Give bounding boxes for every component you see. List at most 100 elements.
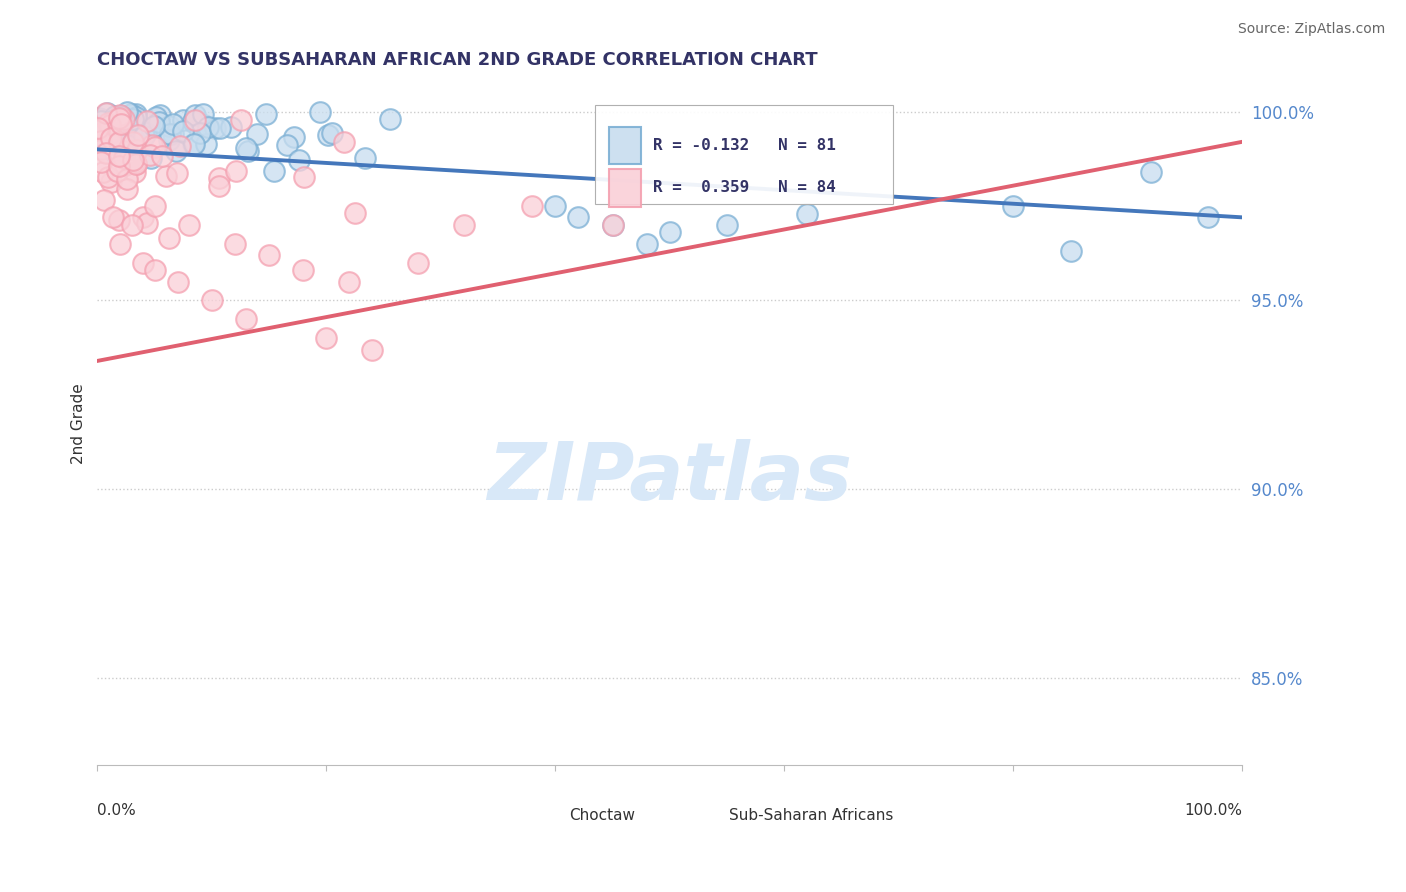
Point bbox=[246, 127, 269, 141]
Text: ZIPatlas: ZIPatlas bbox=[488, 439, 852, 517]
Point bbox=[145, 110, 167, 124]
Point bbox=[159, 127, 181, 141]
Point bbox=[104, 117, 127, 131]
Point bbox=[157, 120, 180, 134]
Point bbox=[87, 121, 110, 136]
Point bbox=[139, 151, 162, 165]
Point bbox=[93, 194, 115, 208]
Point bbox=[103, 112, 125, 127]
Point bbox=[361, 343, 384, 357]
Point bbox=[150, 149, 173, 163]
Point bbox=[134, 128, 156, 143]
Point bbox=[91, 142, 114, 156]
Point bbox=[172, 113, 194, 128]
Point bbox=[94, 145, 117, 160]
Point bbox=[89, 112, 111, 126]
Point bbox=[191, 107, 214, 121]
Point bbox=[121, 218, 143, 232]
Point bbox=[87, 127, 110, 141]
Point bbox=[238, 144, 260, 158]
Point bbox=[118, 131, 141, 145]
Point bbox=[344, 206, 367, 220]
Point bbox=[89, 122, 111, 136]
Point bbox=[658, 226, 681, 240]
Point bbox=[94, 106, 117, 120]
Point bbox=[98, 127, 121, 141]
Point bbox=[101, 210, 124, 224]
Point bbox=[110, 147, 132, 161]
Point bbox=[90, 112, 112, 126]
Point bbox=[263, 163, 285, 178]
Point bbox=[136, 114, 159, 128]
Point bbox=[229, 113, 252, 128]
Point bbox=[235, 312, 257, 326]
Point bbox=[1197, 211, 1219, 225]
Point bbox=[183, 137, 205, 152]
Point bbox=[235, 141, 257, 155]
FancyBboxPatch shape bbox=[699, 807, 724, 824]
Point bbox=[108, 111, 131, 125]
Point bbox=[100, 131, 122, 145]
Point bbox=[142, 119, 165, 133]
Point bbox=[104, 145, 127, 160]
Point bbox=[201, 293, 224, 308]
Point bbox=[100, 125, 122, 139]
Y-axis label: 2nd Grade: 2nd Grade bbox=[72, 383, 86, 464]
Point bbox=[108, 160, 131, 174]
Point bbox=[108, 213, 131, 227]
Point bbox=[321, 126, 343, 140]
FancyBboxPatch shape bbox=[538, 807, 564, 824]
Point bbox=[96, 123, 118, 137]
Point bbox=[105, 123, 128, 137]
Point bbox=[125, 110, 148, 124]
Point bbox=[127, 143, 149, 157]
Point bbox=[105, 163, 128, 178]
Point bbox=[148, 115, 170, 129]
Point bbox=[544, 199, 567, 213]
Text: Source: ZipAtlas.com: Source: ZipAtlas.com bbox=[1237, 22, 1385, 37]
Point bbox=[90, 155, 112, 169]
Text: CHOCTAW VS SUBSAHARAN AFRICAN 2ND GRADE CORRELATION CHART: CHOCTAW VS SUBSAHARAN AFRICAN 2ND GRADE … bbox=[97, 51, 818, 69]
Point bbox=[120, 107, 142, 121]
Point bbox=[110, 132, 132, 146]
Point bbox=[87, 128, 110, 142]
Point bbox=[716, 218, 738, 232]
Point bbox=[122, 135, 145, 149]
Point bbox=[406, 255, 429, 269]
Point bbox=[118, 154, 141, 169]
Point bbox=[155, 169, 177, 183]
Point bbox=[110, 109, 132, 123]
Point bbox=[169, 139, 191, 153]
Point bbox=[115, 172, 138, 186]
Point bbox=[139, 120, 162, 135]
Point bbox=[162, 127, 184, 141]
Point bbox=[127, 128, 149, 143]
Point bbox=[108, 135, 131, 149]
Text: Sub-Saharan Africans: Sub-Saharan Africans bbox=[730, 808, 894, 823]
Point bbox=[1059, 244, 1081, 259]
Point bbox=[110, 117, 132, 131]
Point bbox=[115, 114, 138, 128]
Point bbox=[120, 149, 142, 163]
Point bbox=[157, 230, 180, 244]
Point bbox=[110, 114, 132, 128]
Point bbox=[183, 137, 205, 152]
Point bbox=[115, 127, 138, 141]
Point bbox=[204, 120, 226, 135]
Text: R =  0.359   N = 84: R = 0.359 N = 84 bbox=[652, 180, 835, 195]
Point bbox=[181, 114, 204, 128]
Point bbox=[125, 157, 148, 171]
Point bbox=[89, 111, 111, 125]
Point bbox=[378, 112, 401, 126]
Point bbox=[93, 165, 115, 179]
Point bbox=[184, 112, 207, 127]
Point bbox=[112, 151, 135, 165]
Point bbox=[136, 216, 159, 230]
Point bbox=[108, 108, 131, 122]
Text: Choctaw: Choctaw bbox=[569, 808, 636, 823]
Point bbox=[110, 236, 132, 251]
Point bbox=[283, 130, 305, 145]
Point bbox=[143, 199, 166, 213]
Point bbox=[143, 140, 166, 154]
Point bbox=[193, 118, 215, 132]
